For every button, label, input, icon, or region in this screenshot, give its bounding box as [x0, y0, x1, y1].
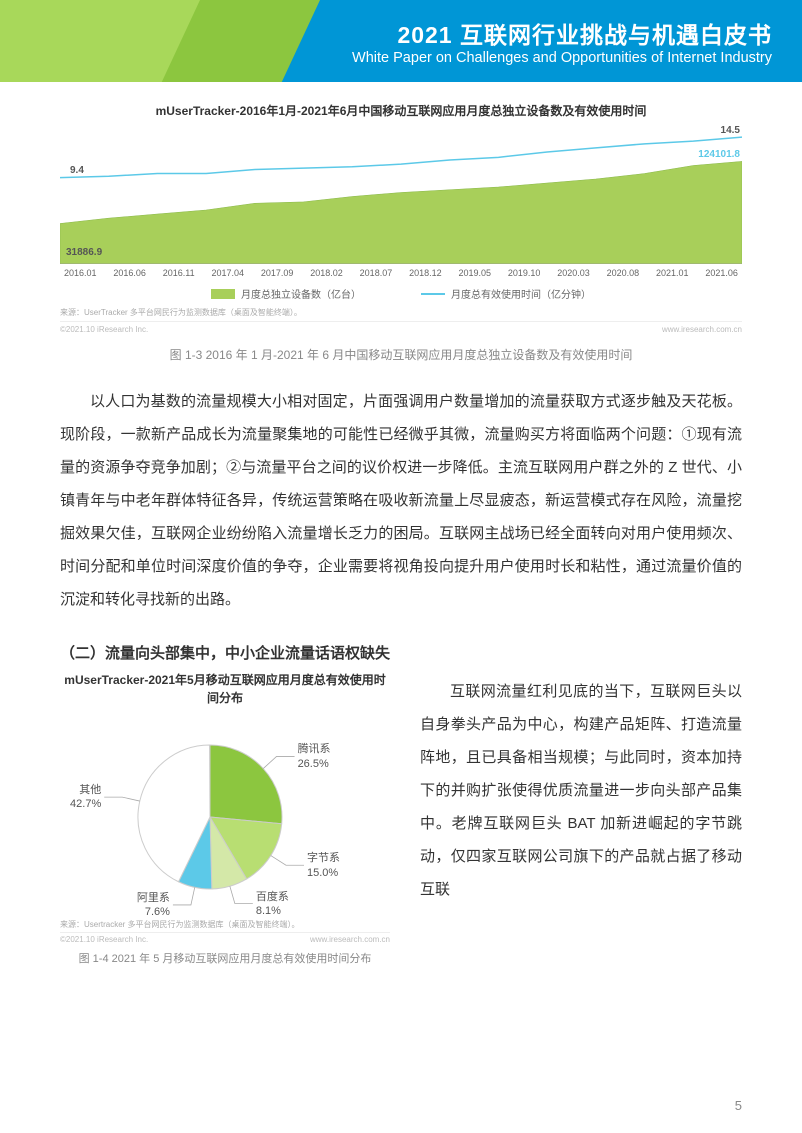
section-2-title: （二）流量向头部集中，中小企业流量话语权缺失	[60, 642, 742, 663]
pie-slice-label: 百度系8.1%	[256, 890, 289, 919]
pie-copyright-right: www.iresearch.com.cn	[310, 935, 390, 944]
pie-title: mUserTracker-2021年5月移动互联网应用月度总有效使用时间分布	[60, 671, 390, 707]
paragraph-1: 以人口为基数的流量规模大小相对固定，片面强调用户数量增加的流量获取方式逐步触及天…	[60, 385, 742, 616]
chart1-xtick: 2021.01	[656, 268, 689, 278]
legend-line-swatch	[421, 293, 445, 295]
chart1-xtick: 2020.08	[607, 268, 640, 278]
pie-slice-label: 腾讯系26.5%	[298, 742, 331, 771]
chart1-xtick: 2019.05	[458, 268, 491, 278]
chart1-x-axis: 2016.01 2016.06 2016.11 2017.04 2017.09 2018.…	[60, 268, 742, 278]
chart1-xtick: 2016.06	[113, 268, 146, 278]
area-line-chart: mUserTracker-2016年1月-2021年6月中国移动互联网应用月度总…	[60, 102, 742, 363]
chart1-copyright-right: www.iresearch.com.cn	[662, 325, 742, 334]
pie-caption: 图 1-4 2021 年 5 月移动互联网应用月度总有效使用时间分布	[60, 950, 390, 966]
chart1-xtick: 2017.09	[261, 268, 294, 278]
pie-copyright-left: ©2021.10 iResearch Inc.	[60, 935, 148, 944]
chart1-xtick: 2018.07	[360, 268, 393, 278]
chart1-xtick: 2019.10	[508, 268, 541, 278]
pie-chart-column: mUserTracker-2021年5月移动互联网应用月度总有效使用时间分布 腾…	[60, 671, 390, 966]
chart1-area-start-label: 31886.9	[66, 247, 102, 258]
page-header: 2021 互联网行业挑战与机遇白皮书 White Paper on Challe…	[0, 0, 802, 82]
legend-area: 月度总独立设备数（亿台）	[211, 286, 361, 301]
chart1-xtick: 2018.02	[310, 268, 343, 278]
page-number: 5	[735, 1098, 742, 1113]
pie-copyright: ©2021.10 iResearch Inc. www.iresearch.co…	[60, 932, 390, 944]
chart1-copyright-left: ©2021.10 iResearch Inc.	[60, 325, 148, 334]
pie-source: 来源：Usertracker 多平台网民行为监测数据库（桌面及智能终端）。	[60, 919, 390, 930]
chart1-xtick: 2020.03	[557, 268, 590, 278]
chart1-legend: 月度总独立设备数（亿台） 月度总有效使用时间（亿分钟）	[60, 286, 742, 301]
legend-line-label: 月度总有效使用时间（亿分钟）	[451, 286, 591, 301]
legend-area-label: 月度总独立设备数（亿台）	[241, 286, 361, 301]
chart1-plot: 9.4 14.5 124101.8 31886.9	[60, 129, 742, 264]
chart1-xtick: 2021.06	[705, 268, 738, 278]
header-title-cn: 2021 互联网行业挑战与机遇白皮书	[397, 16, 772, 50]
pie-plot: 腾讯系26.5% 字节系15.0% 百度系8.1% 阿里系7.6% 其他42.7%	[60, 707, 390, 917]
legend-area-swatch	[211, 289, 235, 299]
chart1-copyright: ©2021.10 iResearch Inc. www.iresearch.co…	[60, 321, 742, 334]
chart1-source: 来源：UserTracker 多平台网民行为监测数据库（桌面及智能终端）。	[60, 307, 742, 318]
chart1-xtick: 2016.01	[64, 268, 97, 278]
chart1-line-start-label: 9.4	[70, 165, 84, 176]
pie-text-row: mUserTracker-2021年5月移动互联网应用月度总有效使用时间分布 腾…	[60, 671, 742, 966]
header-title-en: White Paper on Challenges and Opportunit…	[352, 50, 772, 66]
chart1-caption: 图 1-3 2016 年 1 月-2021 年 6 月中国移动互联网应用月度总独…	[60, 346, 742, 363]
paragraph-2: 互联网流量红利见底的当下，互联网巨头以自身拳头产品为中心，构建产品矩阵、打造流量…	[420, 671, 742, 966]
pie-slice-label: 阿里系7.6%	[137, 891, 170, 920]
pie-slice-label: 字节系15.0%	[307, 851, 340, 880]
chart1-xtick: 2018.12	[409, 268, 442, 278]
legend-line: 月度总有效使用时间（亿分钟）	[421, 286, 591, 301]
chart1-xtick: 2016.11	[163, 268, 195, 278]
chart1-xtick: 2017.04	[212, 268, 245, 278]
pie-slice-label: 其他42.7%	[70, 783, 101, 812]
chart1-line-end-label: 14.5	[721, 125, 740, 136]
chart1-title: mUserTracker-2016年1月-2021年6月中国移动互联网应用月度总…	[60, 102, 742, 119]
chart1-area-end-label: 124101.8	[698, 149, 740, 160]
